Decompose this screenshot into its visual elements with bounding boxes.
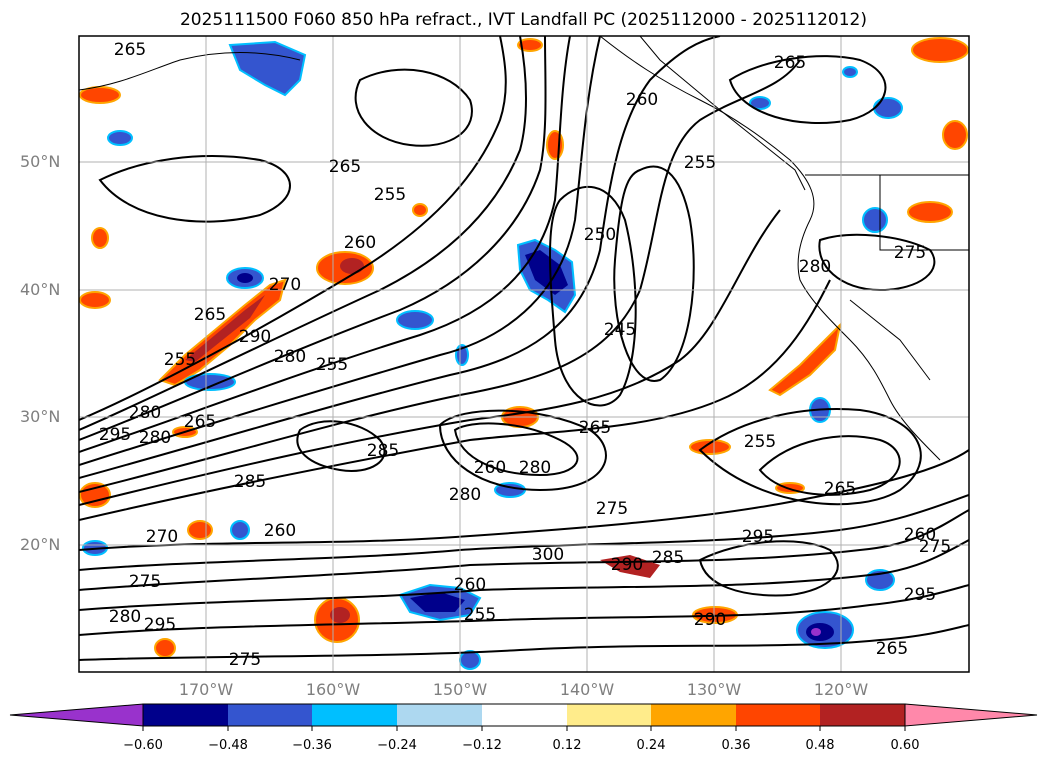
colorbar-tick-label: 0.48 — [805, 738, 835, 753]
contour-labels: 265 265 260 255 265 255 250 260 270 265 … — [99, 40, 951, 670]
contour-label: 255 — [164, 350, 196, 370]
refractivity-contours — [79, 36, 969, 661]
contour-label: 265 — [579, 418, 611, 438]
contour-label: 260 — [344, 233, 376, 253]
contour-label: 290 — [611, 555, 643, 575]
contour-label: 255 — [464, 605, 496, 625]
contour-label: 285 — [367, 441, 399, 461]
colorbar — [9, 703, 1038, 731]
colorbar-tick-label: 0.60 — [890, 738, 920, 753]
contour-label: 270 — [146, 527, 178, 547]
contour-label: 300 — [532, 545, 564, 565]
longitude-label: 160°W — [305, 680, 361, 699]
contour-label: 260 — [264, 521, 296, 541]
contour-label: 280 — [519, 458, 551, 478]
positive-anomaly-shading — [79, 37, 969, 658]
contour-label: 250 — [584, 225, 616, 245]
colorbar-high-extension — [904, 703, 1038, 727]
contour-label: 295 — [904, 585, 936, 605]
contour-label: 265 — [329, 157, 361, 177]
contour-label: 260 — [626, 90, 658, 110]
latitude-label: 40°N — [20, 280, 61, 299]
contour-label: 285 — [234, 472, 266, 492]
contour-label: 295 — [99, 425, 131, 445]
coastlines — [79, 36, 969, 461]
colorbar-tick-label: −0.48 — [208, 738, 248, 753]
colorbar-tick-label: −0.24 — [377, 738, 417, 753]
colorbar-tick-label: 0.36 — [721, 738, 751, 753]
contour-label: 285 — [652, 548, 684, 568]
longitude-label: 120°W — [813, 680, 869, 699]
longitude-label: 130°W — [686, 680, 742, 699]
contour-label: 280 — [109, 607, 141, 627]
contour-label: 295 — [742, 527, 774, 547]
contour-label: 260 — [904, 525, 936, 545]
latitude-label: 30°N — [20, 407, 61, 426]
colorbar-tick-label: −0.12 — [462, 738, 502, 753]
contour-label: 270 — [269, 275, 301, 295]
contour-label: 280 — [139, 428, 171, 448]
contour-label: 290 — [694, 610, 726, 630]
contour-label: 265 — [114, 40, 146, 60]
contour-label: 295 — [144, 615, 176, 635]
contour-label: 265 — [824, 479, 856, 499]
contour-label: 290 — [239, 327, 271, 347]
colorbar-low-extension — [9, 703, 144, 727]
contour-label: 275 — [894, 243, 926, 263]
contour-label: 265 — [194, 305, 226, 325]
map-frame — [78, 35, 970, 673]
contour-label: 275 — [229, 650, 261, 670]
latitude-label: 50°N — [20, 152, 61, 171]
longitude-label: 170°W — [178, 680, 234, 699]
contour-label: 255 — [316, 355, 348, 375]
contour-label: 255 — [744, 432, 776, 452]
colorbar-tick-label: −0.36 — [292, 738, 332, 753]
contour-label: 255 — [684, 153, 716, 173]
contour-label: 280 — [449, 485, 481, 505]
colorbar-tick-label: −0.60 — [123, 738, 163, 753]
contour-label: 280 — [129, 403, 161, 423]
contour-label: 265 — [876, 639, 908, 659]
contour-label: 265 — [774, 53, 806, 73]
longitude-label: 150°W — [432, 680, 488, 699]
colorbar-tick-label: 0.12 — [552, 738, 582, 753]
contour-label: 275 — [596, 499, 628, 519]
colorbar-tick-label: 0.24 — [636, 738, 666, 753]
contour-label: 245 — [604, 320, 636, 340]
contour-label: 265 — [184, 412, 216, 432]
plot-title: 2025111500 F060 850 hPa refract., IVT La… — [179, 10, 867, 30]
contour-label: 280 — [274, 347, 306, 367]
longitude-label: 140°W — [559, 680, 615, 699]
contour-label: 280 — [799, 257, 831, 277]
contour-label: 275 — [129, 572, 161, 592]
contour-label: 275 — [919, 537, 951, 557]
contour-label: 260 — [474, 458, 506, 478]
contour-label: 260 — [454, 575, 486, 595]
gridlines — [79, 36, 969, 672]
contour-label: 255 — [374, 185, 406, 205]
latitude-label: 20°N — [20, 535, 61, 554]
